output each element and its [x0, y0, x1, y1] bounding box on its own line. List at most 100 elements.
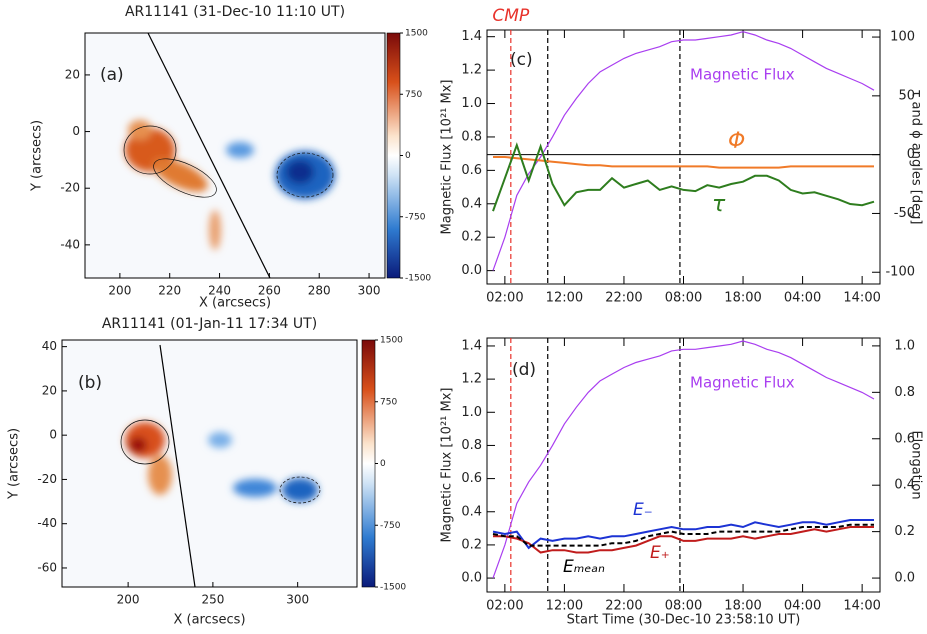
panel-label: (d)	[512, 360, 536, 380]
y-tick-label: 1.4	[461, 338, 482, 353]
series-label: E₊	[650, 543, 670, 563]
series-line	[492, 340, 875, 579]
y-tick-label: -40	[60, 237, 80, 251]
plot-frame	[61, 339, 358, 588]
y-tick-label: 20	[42, 383, 57, 397]
y-axis-title: Magnetic Flux [10²¹ Mx]	[440, 388, 455, 543]
y2-axis-title: τ and ϕ angles [deg]	[909, 90, 924, 225]
x-tick-label: 02:00	[486, 599, 523, 614]
series-label: τ	[712, 192, 726, 217]
colorbar-tick-label: 1500	[405, 29, 428, 39]
colorbar-tick-label: -1500	[380, 583, 406, 593]
x-tick-label: 02:00	[486, 291, 523, 306]
y2-tick-label: 100	[890, 30, 915, 45]
x-axis-title: Start Time (30-Dec-10 23:58:10 UT)	[567, 613, 801, 628]
colorbar-tick-label: 750	[380, 397, 397, 407]
series-label: Magnetic Flux	[690, 66, 795, 84]
y-tick-label: 40	[42, 339, 57, 353]
colorbar	[361, 339, 376, 588]
magnetogram-a	[85, 33, 385, 278]
chart-title: AR11141 (31-Dec-10 11:10 UT)	[125, 4, 345, 20]
x-tick-label: 14:00	[843, 599, 880, 614]
x-tick-label: 12:00	[546, 599, 583, 614]
y-axis-title: Magnetic Flux [10²¹ Mx]	[440, 80, 455, 235]
x-tick-label: 18:00	[724, 599, 761, 614]
x-tick-label: 18:00	[724, 291, 761, 306]
colorbar-tick-label: 1500	[380, 336, 403, 346]
y-tick-label: -60	[37, 560, 57, 574]
y2-tick-label: -100	[885, 265, 915, 280]
magnetogram-b	[62, 340, 357, 587]
x-tick-label: 300	[286, 593, 309, 607]
series-line	[492, 519, 874, 550]
plot-frame	[486, 29, 881, 285]
x-tick-label: 300	[358, 284, 381, 298]
y2-tick-label: -50	[894, 206, 915, 221]
x-tick-label: 14:00	[843, 291, 880, 306]
y-tick-label: 0	[72, 124, 80, 138]
y-tick-label: 0.6	[461, 163, 482, 178]
series-line	[493, 526, 874, 554]
x-tick-label: 220	[158, 284, 181, 298]
colorbar-tick-label: 0	[380, 459, 386, 469]
panel-label: (a)	[100, 65, 124, 85]
x-axis-title: X (arcsecs)	[173, 613, 245, 628]
x-tick-label: 200	[108, 284, 131, 298]
series-line	[493, 156, 874, 169]
panel-label: (b)	[78, 373, 102, 393]
y-tick-label: -40	[37, 516, 57, 530]
series-line	[492, 523, 874, 547]
y-tick-label: 0.0	[461, 263, 482, 278]
y2-axis-title: Elongation	[909, 430, 924, 499]
y-tick-label: 1.2	[461, 63, 482, 78]
y-tick-label: 1.0	[461, 96, 482, 111]
event-label: CMP	[492, 6, 530, 26]
y-tick-label: 0.6	[461, 471, 482, 486]
colorbar	[386, 32, 401, 279]
x-tick-label: 12:00	[546, 291, 583, 306]
x-tick-label: 200	[117, 593, 140, 607]
colorbar-tick-label: 750	[405, 90, 422, 100]
colorbar-tick-label: -750	[405, 212, 426, 222]
y-tick-label: 0.8	[461, 438, 482, 453]
y-tick-label: 1.2	[461, 372, 482, 387]
x-tick-label: 04:00	[784, 599, 821, 614]
series-label: Φ	[728, 129, 745, 154]
y-tick-label: 0.2	[461, 537, 482, 552]
x-tick-label: 22:00	[605, 599, 642, 614]
x-tick-label: 08:00	[665, 291, 702, 306]
chart-title: AR11141 (01-Jan-11 17:34 UT)	[102, 316, 317, 332]
y2-tick-label: 0.8	[894, 385, 915, 400]
plot-frame	[84, 32, 386, 279]
y-tick-label: 20	[65, 67, 80, 81]
y2-tick-label: 1.0	[894, 338, 915, 353]
x-tick-label: 260	[258, 284, 281, 298]
x-axis-title: X (arcsecs)	[199, 296, 271, 311]
series-line	[492, 31, 875, 271]
y-tick-label: 0.8	[461, 129, 482, 144]
y-tick-label: 0	[49, 428, 57, 442]
y2-tick-label: 0.2	[894, 524, 915, 539]
y-tick-label: 1.0	[461, 405, 482, 420]
y-tick-label: 0.0	[461, 571, 482, 586]
colorbar-tick-label: 0	[405, 151, 411, 161]
y-tick-label: 0.4	[461, 196, 482, 211]
y-tick-label: -20	[37, 472, 57, 486]
colorbar-tick-label: -750	[380, 521, 401, 531]
x-tick-label: 04:00	[784, 291, 821, 306]
y2-tick-label: 0	[907, 147, 915, 162]
series-line	[492, 142, 875, 212]
y-axis-title: Y (arcsecs)	[7, 428, 22, 500]
y2-tick-label: 0.4	[894, 478, 915, 493]
series-label: E₋	[633, 500, 653, 520]
y2-tick-label: 0.0	[894, 571, 915, 586]
y-tick-label: 1.4	[461, 29, 482, 44]
x-tick-label: 250	[201, 593, 224, 607]
y-tick-label: 0.4	[461, 504, 482, 519]
y-tick-label: 0.2	[461, 230, 482, 245]
y-tick-label: -20	[60, 181, 80, 195]
series-label: Eₘₑₐₙ	[563, 557, 605, 577]
x-tick-label: 22:00	[605, 291, 642, 306]
y2-tick-label: 50	[898, 88, 915, 103]
